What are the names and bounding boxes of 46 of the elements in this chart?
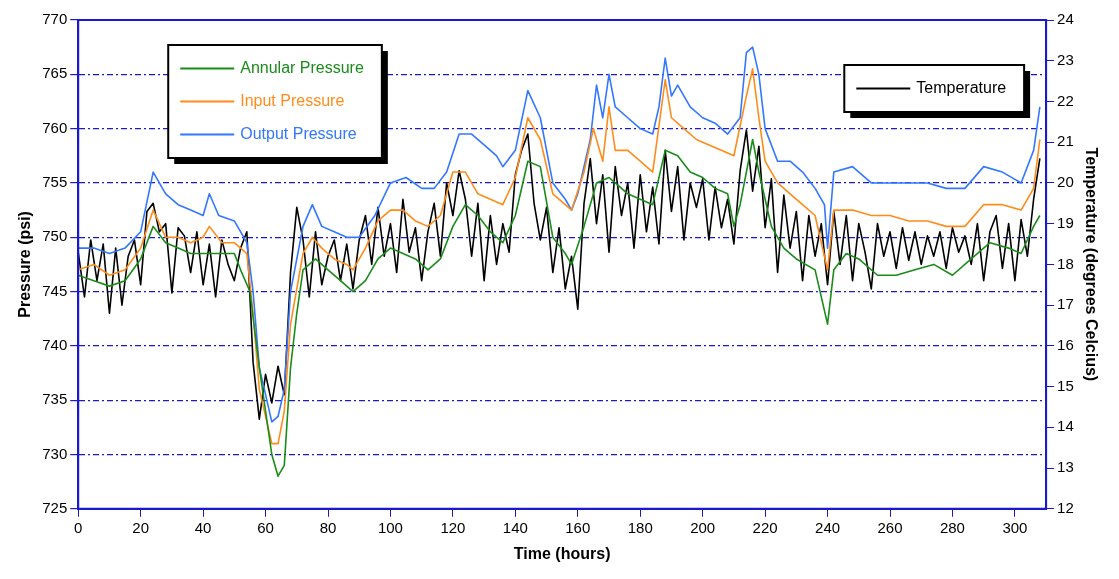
y2-tick-label: 21 bbox=[1057, 132, 1074, 150]
x-tick-label: 140 bbox=[502, 518, 528, 536]
y-tick-label: 750 bbox=[42, 227, 68, 245]
x-axis-title: Time (hours) bbox=[513, 544, 611, 562]
x-tick-label: 200 bbox=[690, 518, 716, 536]
y2-tick-label: 19 bbox=[1057, 213, 1074, 231]
y-tick-label: 745 bbox=[42, 281, 68, 299]
y-tick-label: 755 bbox=[42, 173, 68, 191]
x-tick-label: 60 bbox=[257, 518, 274, 536]
legend-label: Annular Pressure bbox=[240, 58, 364, 76]
x-tick-label: 0 bbox=[74, 518, 83, 536]
x-tick-label: 260 bbox=[877, 518, 903, 536]
y2-tick-label: 13 bbox=[1057, 458, 1074, 476]
y-tick-label: 760 bbox=[42, 118, 68, 136]
y2-tick-label: 15 bbox=[1057, 376, 1074, 394]
x-tick-label: 40 bbox=[194, 518, 212, 536]
y-axis-title: Pressure (psi) bbox=[16, 211, 34, 318]
x-tick-label: 20 bbox=[132, 518, 150, 536]
x-tick-label: 80 bbox=[319, 518, 337, 536]
y2-axis-title: Temperature (degrees Celcius) bbox=[1082, 147, 1100, 382]
y2-tick-label: 17 bbox=[1057, 295, 1074, 313]
y2-tick-label: 12 bbox=[1057, 498, 1074, 516]
y-tick-label: 730 bbox=[42, 444, 68, 462]
x-tick-label: 220 bbox=[752, 518, 778, 536]
y2-tick-label: 23 bbox=[1057, 50, 1074, 68]
y2-tick-label: 20 bbox=[1057, 173, 1074, 191]
x-tick-label: 180 bbox=[627, 518, 653, 536]
x-tick-label: 120 bbox=[440, 518, 466, 536]
y-tick-label: 725 bbox=[42, 498, 68, 516]
x-tick-label: 100 bbox=[377, 518, 403, 536]
x-tick-label: 300 bbox=[1002, 518, 1028, 536]
y-tick-label: 740 bbox=[42, 336, 68, 354]
legend-label: Output Pressure bbox=[240, 124, 357, 142]
y-tick-label: 770 bbox=[42, 10, 68, 28]
y-tick-label: 735 bbox=[42, 390, 68, 408]
y2-tick-label: 16 bbox=[1057, 336, 1074, 354]
x-tick-label: 160 bbox=[565, 518, 591, 536]
y2-tick-label: 18 bbox=[1057, 254, 1074, 272]
x-tick-label: 280 bbox=[939, 518, 965, 536]
y2-tick-label: 14 bbox=[1057, 417, 1074, 435]
y2-tick-label: 22 bbox=[1057, 91, 1074, 109]
y2-tick-label: 24 bbox=[1057, 10, 1074, 28]
y-tick-label: 765 bbox=[42, 64, 68, 82]
x-tick-label: 240 bbox=[815, 518, 841, 536]
legend-label: Input Pressure bbox=[240, 91, 345, 109]
legend-label: Temperature bbox=[916, 78, 1007, 96]
